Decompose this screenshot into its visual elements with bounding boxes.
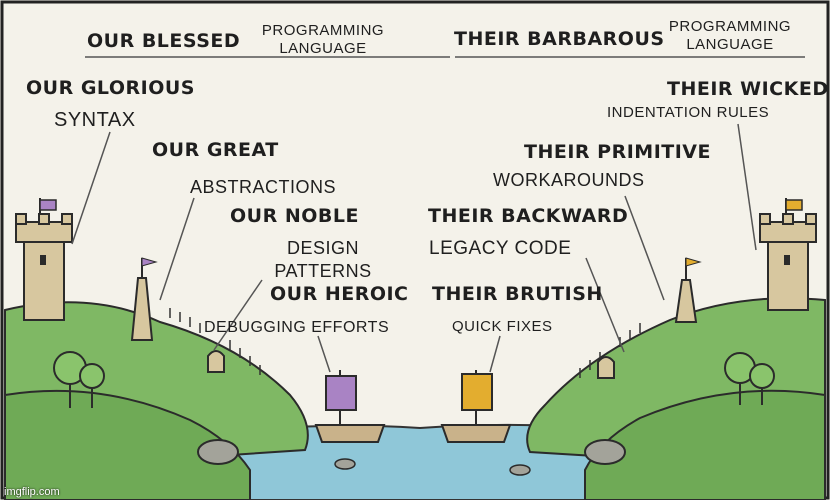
- label-their-backward: THEIR BACKWARD: [428, 205, 629, 227]
- label-our-glorious: OUR GLORIOUS: [26, 77, 195, 99]
- label-our-blessed: OUR BLESSED: [87, 30, 241, 52]
- label-their-wicked: THEIR WICKED: [667, 78, 829, 100]
- label-legacy-code: LEGACY CODE: [429, 238, 572, 259]
- label-indentation-rules: INDENTATION RULES: [607, 104, 770, 121]
- right-flag: [785, 199, 803, 211]
- left-trees: [53, 351, 105, 408]
- left-ship-sail: [325, 375, 357, 411]
- label-programming-language-left: PROGRAMMING LANGUAGE: [261, 22, 385, 57]
- right-ship-sail: [461, 373, 493, 411]
- label-design-patterns: DESIGN PATTERNS: [274, 238, 372, 281]
- label-pointers: [71, 56, 805, 373]
- label-debugging-efforts: DEBUGGING EFFORTS: [204, 319, 390, 336]
- left-foreground-hill: [4, 389, 251, 500]
- label-their-barbarous: THEIR BARBAROUS: [454, 28, 665, 50]
- label-our-heroic: OUR HEROIC: [270, 283, 409, 305]
- label-programming-language-right: PROGRAMMING LANGUAGE: [668, 18, 792, 53]
- right-castle-tower: [759, 198, 817, 311]
- left-hut: [207, 350, 225, 373]
- right-small-tower: [674, 257, 702, 323]
- left-flag: [39, 199, 57, 211]
- label-their-primitive: THEIR PRIMITIVE: [524, 141, 711, 163]
- right-foreground-hill: [584, 389, 826, 500]
- right-trees: [724, 352, 775, 405]
- label-syntax: SYNTAX: [54, 109, 136, 131]
- rocks: [197, 439, 626, 476]
- left-small-tower: [130, 257, 158, 341]
- label-our-noble: OUR NOBLE: [230, 205, 359, 227]
- label-quick-fixes: QUICK FIXES: [452, 318, 553, 335]
- label-their-brutish: THEIR BRUTISH: [432, 283, 603, 305]
- right-ship: [440, 370, 512, 443]
- watermark-text: imgflip.com: [4, 486, 60, 498]
- label-workarounds: WORKAROUNDS: [493, 170, 645, 190]
- label-abstractions: ABSTRACTIONS: [190, 177, 337, 197]
- left-fence: [169, 308, 261, 375]
- right-hut: [597, 356, 615, 379]
- left-castle-tower: [15, 198, 73, 321]
- left-ship: [314, 370, 386, 443]
- label-our-great: OUR GREAT: [152, 139, 279, 161]
